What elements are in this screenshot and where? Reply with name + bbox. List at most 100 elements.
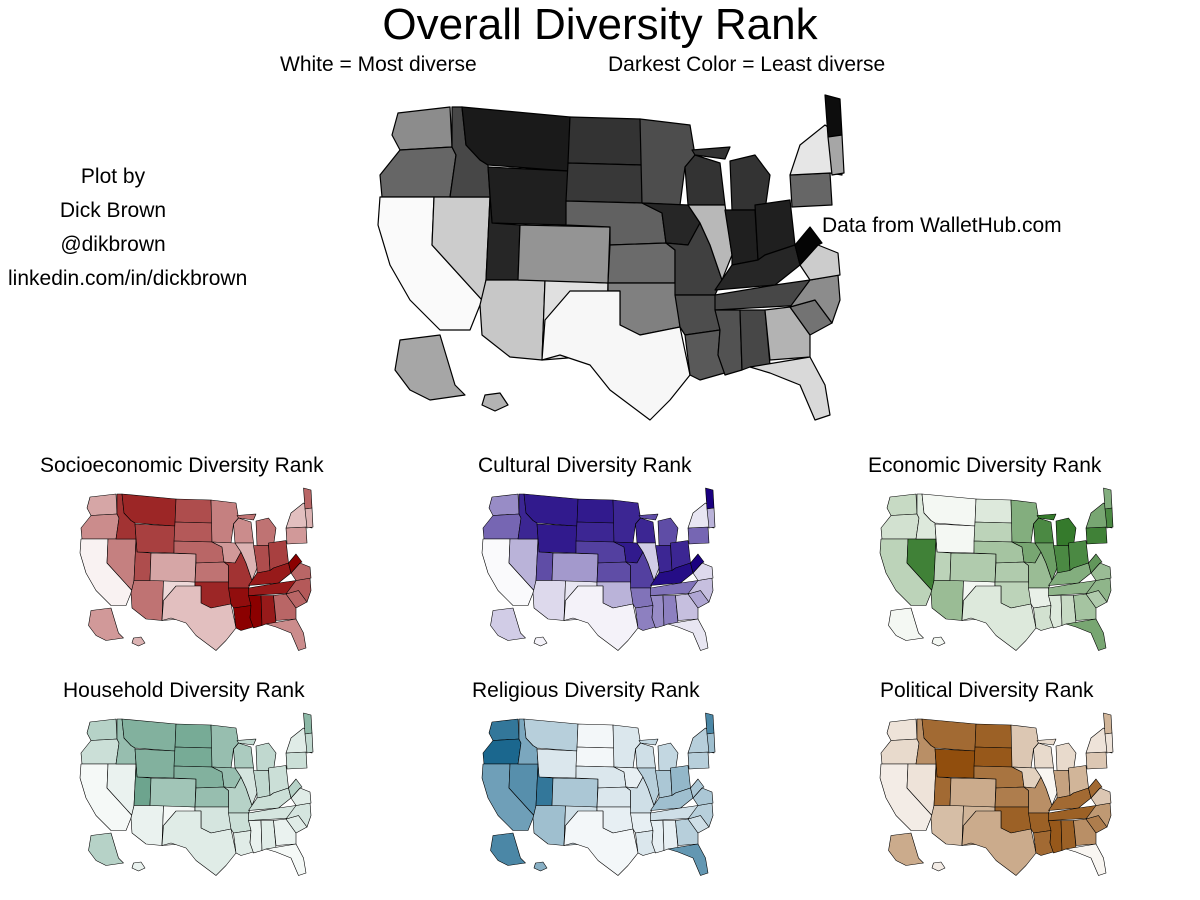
socioeconomic-state-sd [173, 521, 213, 543]
cultural-map [478, 487, 716, 653]
household-state-mi [236, 738, 277, 771]
socioeconomic-map [76, 487, 314, 653]
religious-state-ar [630, 812, 654, 834]
religious-state-co [551, 777, 599, 808]
economic-state-ky [1048, 562, 1092, 586]
political-state-ak [888, 832, 924, 866]
legend-note-dark: Darkest Color = Least diverse [608, 53, 886, 76]
socioeconomic-state-hi [131, 636, 146, 647]
cultural-state-wv [690, 553, 705, 574]
economic-state-mi [1036, 513, 1077, 546]
economic-state-sd [973, 521, 1013, 543]
cultural-state-hi [533, 636, 548, 647]
political-state-az [930, 805, 964, 846]
political-map-title: Political Diversity Rank [880, 679, 1094, 702]
household-state-pa [285, 751, 308, 770]
overall-state-mi [691, 146, 771, 211]
socioeconomic-state-tx [161, 585, 237, 651]
socioeconomic-state-ak [88, 607, 124, 641]
household-state-ak [88, 832, 124, 866]
religious-state-wy [536, 748, 578, 779]
political-state-tx [961, 810, 1037, 876]
household-state-ks [194, 786, 229, 808]
socioeconomic-state-ks [194, 561, 229, 583]
economic-state-fl [1065, 618, 1107, 651]
household-state-ne-states [304, 732, 314, 754]
household-state-sd [173, 746, 213, 768]
economic-state-ks [994, 561, 1029, 583]
political-state-sd [973, 746, 1013, 768]
economic-state-hi [931, 636, 946, 647]
household-state-tx [161, 810, 237, 876]
cultural-state-tx [563, 585, 639, 651]
political-state-ar [1028, 812, 1052, 834]
cultural-state-fl [667, 618, 709, 651]
household-state-me [303, 712, 313, 735]
economic-state-ak [888, 607, 924, 641]
religious-state-tx [563, 810, 639, 876]
household-map [76, 712, 314, 878]
socioeconomic-state-pa [285, 526, 308, 545]
household-state-wv [288, 778, 303, 799]
political-state-pa [1085, 751, 1108, 770]
religious-state-ak [490, 832, 526, 866]
cultural-state-mi [638, 513, 679, 546]
economic-state-wy [934, 523, 976, 554]
cultural-state-ne-states [706, 507, 716, 529]
socioeconomic-state-me [303, 487, 313, 510]
economic-state-pa [1085, 526, 1108, 545]
household-state-fl [265, 843, 307, 876]
religious-state-wa [488, 718, 520, 741]
household-state-nd [174, 723, 213, 749]
overall-state-ky [714, 244, 801, 291]
cultural-state-or [482, 513, 522, 540]
religious-state-pa [687, 751, 710, 770]
religious-state-me [705, 712, 715, 735]
household-state-or [80, 738, 120, 765]
cultural-state-ky [650, 562, 694, 586]
household-map-title: Household Diversity Rank [63, 679, 305, 702]
political-state-mi [1036, 738, 1077, 771]
overall-state-tx [541, 290, 691, 421]
cultural-state-nd [576, 498, 615, 524]
overall-state-pa [789, 172, 833, 208]
economic-map [876, 487, 1114, 653]
economic-state-wi [1033, 517, 1054, 544]
overall-state-wi [684, 154, 726, 206]
religious-state-mi [638, 738, 679, 771]
overall-state-fl [749, 356, 831, 421]
household-state-wa [86, 718, 118, 741]
cultural-state-ar [630, 587, 654, 609]
religious-map-title: Religious Diversity Rank [472, 679, 700, 702]
overall-state-hi [481, 392, 509, 412]
socioeconomic-map-title: Socioeconomic Diversity Rank [40, 454, 324, 477]
overall-state-me [824, 94, 843, 138]
cultural-state-ak [490, 607, 526, 641]
overall-map-svg [377, 94, 845, 421]
socioeconomic-state-wa [86, 493, 118, 516]
household-state-wi [233, 742, 254, 769]
overall-state-co [517, 224, 611, 284]
household-state-wy [134, 748, 176, 779]
socioeconomic-state-fl [265, 618, 307, 651]
socioeconomic-state-or [80, 513, 120, 540]
religious-state-nd [576, 723, 615, 749]
economic-state-or [880, 513, 920, 540]
cultural-state-ks [596, 561, 631, 583]
credit-line: Plot by [80, 165, 146, 188]
political-state-hi [931, 861, 946, 872]
economic-state-co [949, 552, 997, 583]
cultural-map-title: Cultural Diversity Rank [478, 454, 692, 477]
religious-state-ks [596, 786, 631, 808]
overall-state-ne-states [827, 134, 845, 176]
cultural-state-az [532, 580, 566, 621]
religious-state-wi [635, 742, 656, 769]
cultural-state-co [551, 552, 599, 583]
household-state-az [130, 805, 164, 846]
political-state-ky [1048, 787, 1092, 811]
religious-map [478, 712, 716, 878]
cultural-state-sd [575, 521, 615, 543]
socioeconomic-state-ne-states [304, 507, 314, 529]
household-state-hi [131, 861, 146, 872]
economic-state-nd [974, 498, 1013, 524]
